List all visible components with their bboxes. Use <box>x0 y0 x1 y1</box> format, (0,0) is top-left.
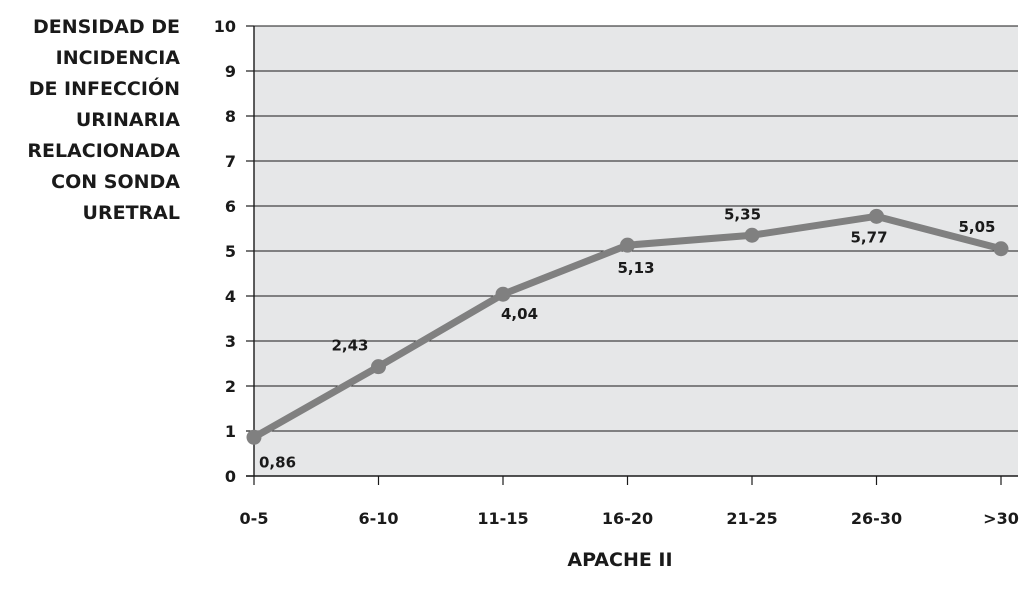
data-point <box>993 241 1009 257</box>
data-point <box>495 286 511 302</box>
y-axis-title-line: URINARIA <box>75 109 180 131</box>
y-axis-title-line: DENSIDAD DE <box>32 16 180 38</box>
y-axis-title-line: INCIDENCIA <box>55 47 180 69</box>
y-axis-title: DENSIDAD DE INCIDENCIA DE INFECCIÓN URIN… <box>0 12 180 229</box>
y-tick-label: 5 <box>225 242 236 261</box>
y-axis-title-line: URETRAL <box>82 202 180 224</box>
x-tick-label: 21-25 <box>726 509 777 528</box>
x-tick-label: >30 <box>983 509 1019 528</box>
y-tick-label: 6 <box>225 197 236 216</box>
data-point <box>869 208 884 224</box>
data-point <box>744 227 760 243</box>
y-tick-label: 7 <box>225 152 236 171</box>
data-point <box>371 359 386 375</box>
data-point <box>620 237 635 253</box>
x-tick-label: 11-15 <box>477 509 528 528</box>
data-label: 0,86 <box>259 453 296 471</box>
y-axis-title-line: RELACIONADA <box>27 140 180 162</box>
data-label: 4,04 <box>501 305 538 323</box>
y-tick-label: 9 <box>225 62 236 81</box>
data-label: 2,43 <box>331 337 368 355</box>
data-label: 5,05 <box>958 218 995 236</box>
data-label: 5,35 <box>724 205 761 223</box>
data-point <box>246 429 262 445</box>
y-tick-label: 2 <box>225 377 236 396</box>
y-tick-label: 0 <box>225 467 236 486</box>
y-tick-label: 8 <box>225 107 236 126</box>
y-tick-label: 3 <box>225 332 236 351</box>
x-tick-label: 6-10 <box>358 509 398 528</box>
x-tick-label: 0-5 <box>240 509 269 528</box>
x-tick-label: 16-20 <box>602 509 653 528</box>
y-axis-title-line: DE INFECCIÓN <box>28 78 180 100</box>
data-label: 5,77 <box>851 228 888 246</box>
x-tick-label: 26-30 <box>851 509 902 528</box>
data-label: 5,13 <box>618 259 655 277</box>
y-tick-label: 1 <box>225 422 236 441</box>
y-tick-label: 10 <box>214 17 236 36</box>
y-tick-label: 4 <box>225 287 236 306</box>
y-axis-title-line: CON SONDA <box>51 171 180 193</box>
x-axis-title: APACHE II <box>567 549 673 571</box>
